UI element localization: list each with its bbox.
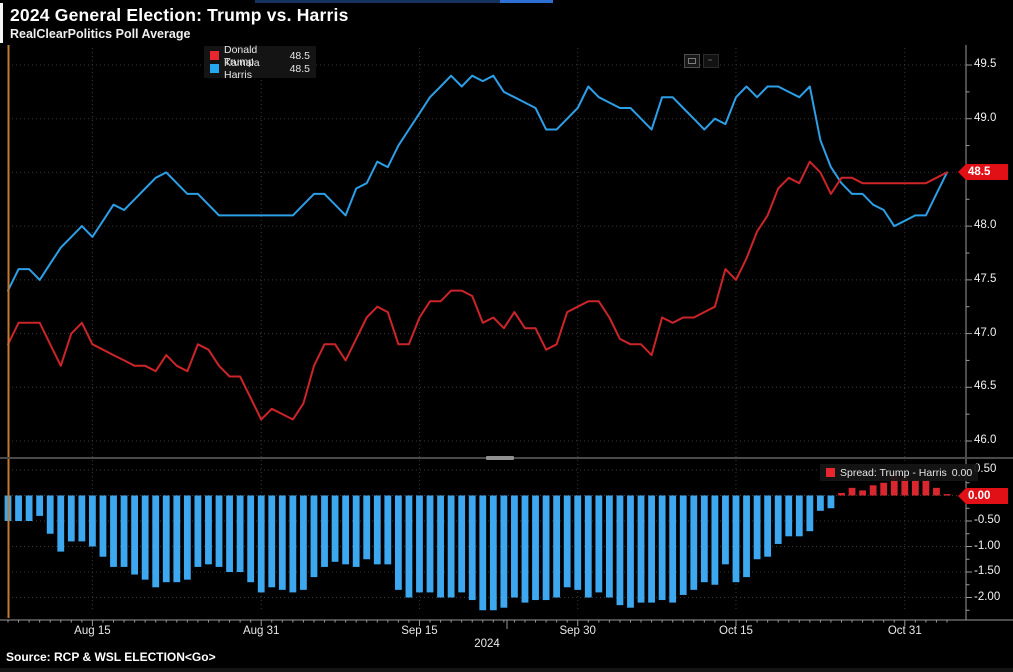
x-axis-label: Sep 30 — [559, 625, 596, 637]
chart-toolbar — [684, 54, 719, 68]
y-axis-label-main: 47.5 — [974, 272, 997, 285]
x-axis-label: Oct 15 — [719, 625, 753, 637]
y-axis-label-main: 49.0 — [974, 111, 997, 124]
y-axis-label-spread: -2.00 — [974, 590, 1001, 603]
legend-item-harris[interactable]: Kamala Harris 48.5 — [210, 57, 310, 81]
legend-value: 0.00 — [951, 466, 973, 479]
options-glyph-icon — [708, 59, 712, 61]
harris-series-swatch-icon — [210, 64, 219, 73]
y-axis-label-main: 47.0 — [974, 326, 997, 339]
top-ribbon-fragment — [255, 0, 500, 3]
y-axis-label-main: 46.0 — [974, 434, 997, 446]
legend-item-trump[interactable]: Donald Trump 48.5 — [210, 44, 310, 68]
x-axis-label: Sep 15 — [401, 625, 438, 637]
y-axis-label-main: 49.5 — [974, 58, 997, 70]
y-axis-label-spread: -1.50 — [974, 565, 1001, 577]
x-axis-label: Aug 15 — [74, 625, 111, 637]
y-axis-label-main: 48.0 — [974, 219, 997, 232]
legend-value: 48.5 — [289, 49, 310, 62]
panel-glyph-icon — [688, 58, 696, 64]
x-axis-label: Aug 31 — [242, 625, 280, 637]
trump-series-swatch-icon — [210, 51, 219, 60]
x-axis-year-label: 2024 — [474, 638, 500, 650]
page-title: 2024 General Election: Trump vs. Harris — [10, 5, 349, 25]
y-axis-label-spread: 0.50 — [974, 463, 997, 475]
y-axis-label-spread: -1.00 — [974, 539, 1001, 552]
x-axis-label: Oct 31 — [887, 625, 922, 637]
y-axis-label-main: 46.5 — [974, 380, 997, 393]
legend-label: Kamala Harris — [224, 56, 260, 81]
legend-spread[interactable]: Spread: Trump - Harris 0.00 — [820, 464, 979, 481]
spread-series-swatch-icon — [826, 468, 835, 477]
y-axis-label-spread: -0.50 — [974, 514, 1001, 526]
bottom-edge-strip — [0, 668, 1013, 672]
top-ribbon-fragment-highlight — [500, 0, 553, 3]
legend-label: Donald Trump — [224, 43, 258, 68]
legend-label: Spread: Trump - Harris — [840, 466, 947, 479]
title-accent-bar — [0, 3, 3, 43]
page-subtitle: RealClearPolitics Poll Average — [10, 27, 191, 41]
chart-panel-icon[interactable] — [684, 54, 700, 68]
last-value-tag-spread: 0.00 — [958, 488, 1008, 504]
last-value-tag-trump: 48.5 — [958, 164, 1008, 180]
chart-options-icon[interactable] — [703, 54, 719, 68]
legend-value: 48.5 — [289, 62, 310, 75]
source-note: Source: RCP & WSL ELECTION<Go> — [6, 650, 216, 664]
legend-main: Donald Trump 48.5 Kamala Harris 48.5 — [204, 44, 316, 81]
panel-separator-handle[interactable] — [486, 456, 514, 460]
